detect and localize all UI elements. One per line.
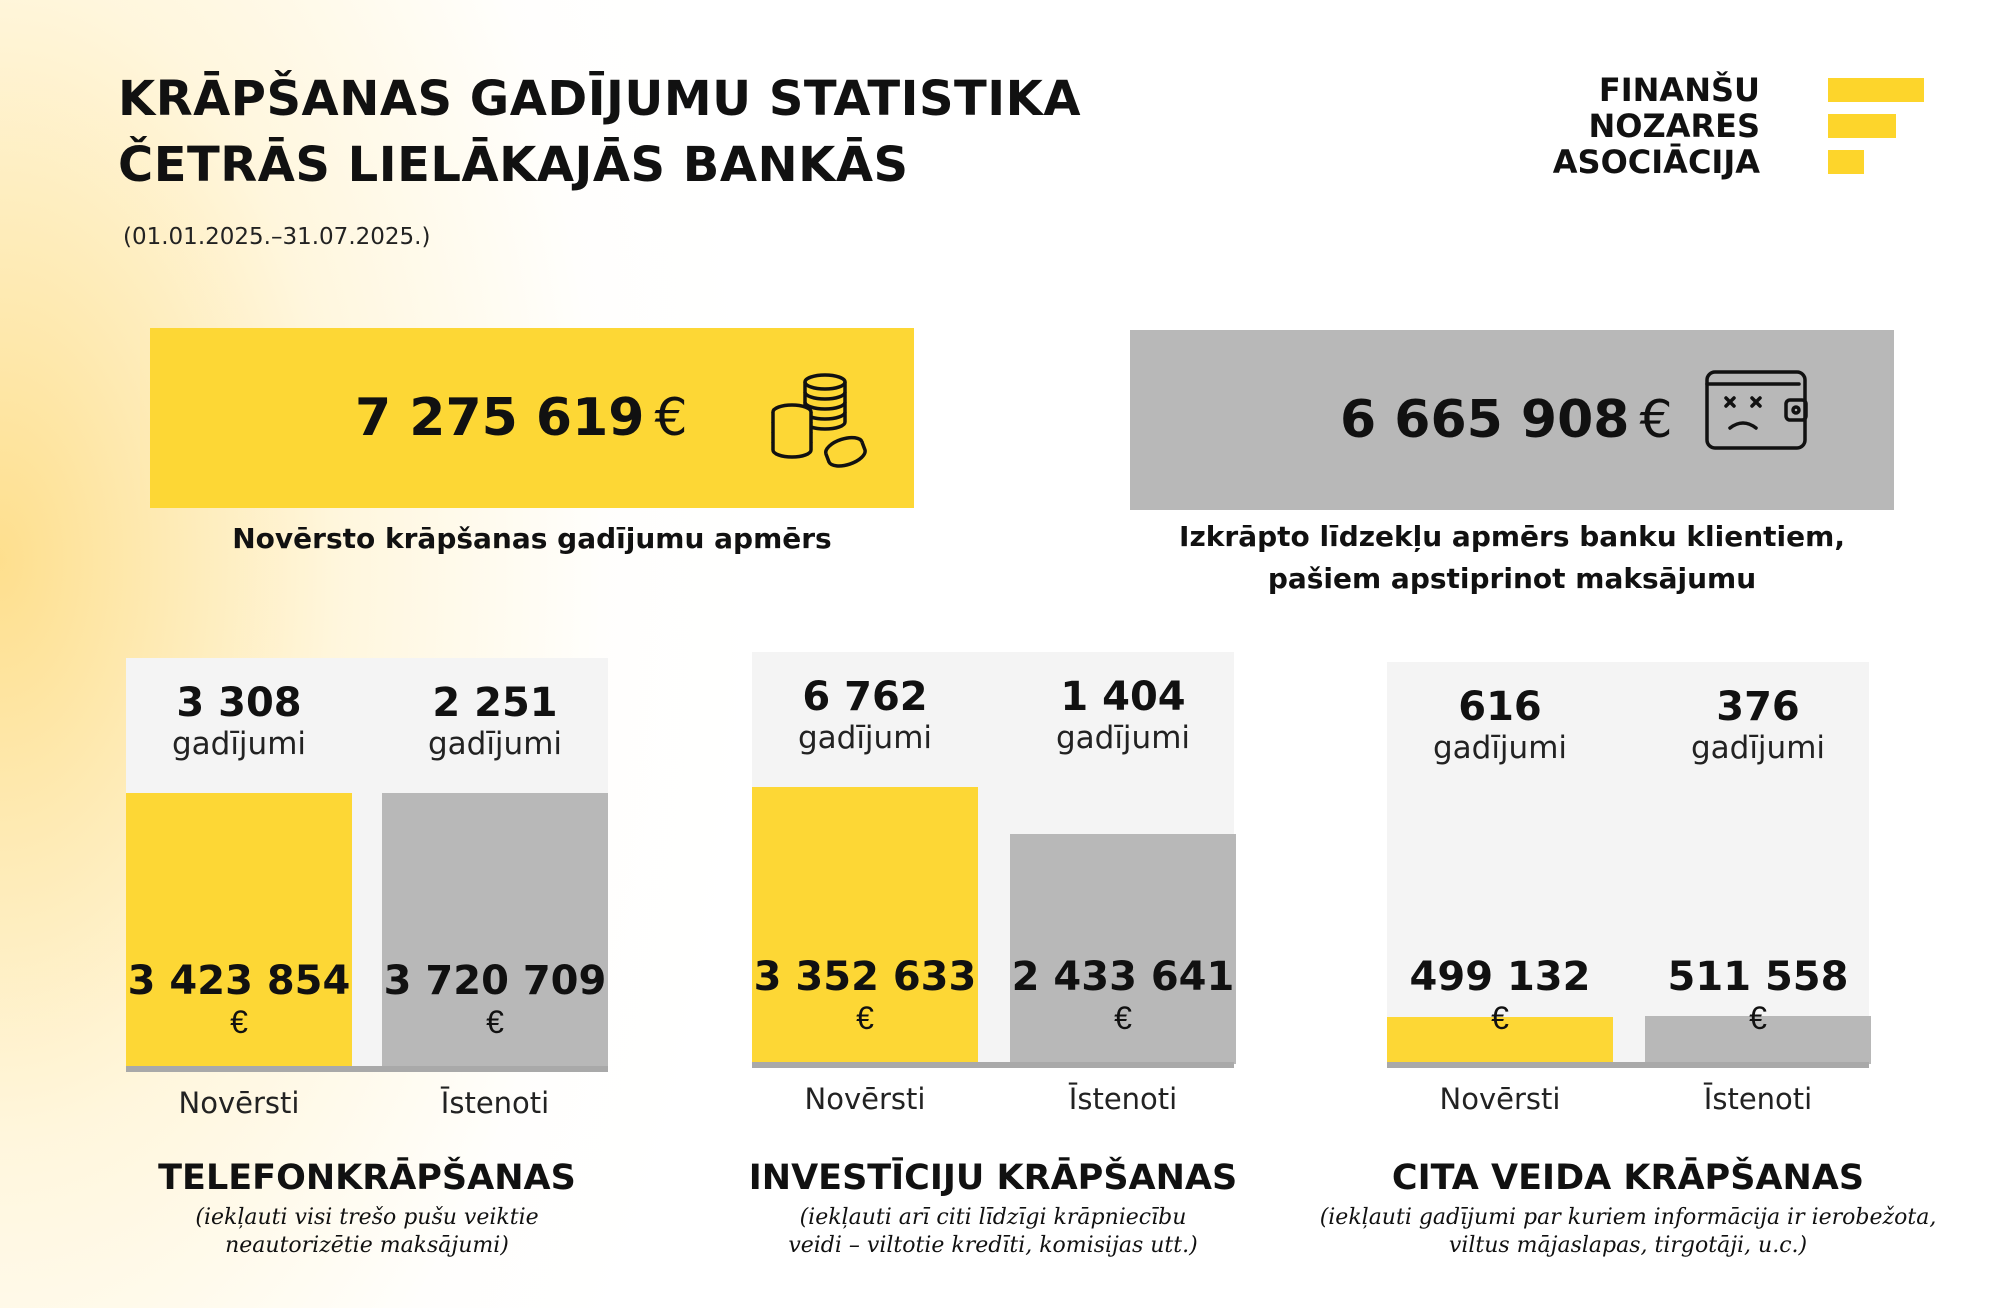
- logo-line-1: FINANŠU: [1598, 71, 1760, 109]
- amount-label-cita-0: 499 132: [1409, 954, 1591, 1000]
- section-note-line-telefon-1: neautorizētie maksājumi): [225, 1233, 509, 1258]
- count-unit-telefon-0: gadījumi: [171, 726, 307, 762]
- count-unit-invest-0: gadījumi: [797, 720, 933, 756]
- logo-line-3: ASOCIĀCIJA: [1552, 143, 1760, 181]
- amount-currency-telefon-1: €: [486, 1004, 504, 1040]
- category-label-cita-0: Novērsti: [1439, 1082, 1561, 1116]
- count-unit-telefon-1: gadījumi: [427, 726, 563, 762]
- baseline-cita: [1387, 1062, 1869, 1068]
- kpi-prevented-amount: 7 275 619: [355, 388, 645, 448]
- kpi-realized-value: 6 665 908 €: [1340, 330, 1673, 510]
- kpi-realized-caption-line-1: Izkrāpto līdzekļu apmērs banku klientiem…: [1179, 520, 1845, 553]
- section-note-telefon: (iekļauti visi trešo pušu veiktie neautor…: [17, 1204, 717, 1260]
- section-note-line-telefon-0: (iekļauti visi trešo pušu veiktie: [195, 1205, 539, 1230]
- amount-label-telefon-1: 3 720 709: [383, 958, 607, 1004]
- kpi-realized-caption-line-2: pašiem apstiprinot maksājumu: [1267, 562, 1757, 595]
- section-title-telefon: TELEFONKRĀPŠANAS: [158, 1158, 576, 1198]
- baseline-telefon: [126, 1066, 608, 1072]
- kpi-realized-box: 6 665 908 €: [1130, 330, 1894, 510]
- count-unit-cita-1: gadījumi: [1690, 730, 1826, 766]
- amount-label-invest-0: 3 352 633: [753, 954, 977, 1000]
- logo-bar-3: [1828, 150, 1864, 174]
- logo-text: FINANŠU NOZARES ASOCIĀCIJA: [1553, 72, 1760, 180]
- bar-cita-noversti: [1387, 1017, 1613, 1064]
- title-line-2: ČETRĀS LIELĀKAJĀS BANKĀS: [118, 137, 909, 193]
- section-note-cita: (iekļauti gadījumi par kuriem informācij…: [1278, 1204, 1978, 1260]
- amount-currency-telefon-0: €: [230, 1004, 248, 1040]
- kpi-prevented-caption-line: Novērsto krāpšanas gadījumu apmērs: [232, 522, 832, 555]
- section-note-line-cita-0: (iekļauti gadījumi par kuriem informācij…: [1319, 1205, 1937, 1230]
- count-unit-cita-0: gadījumi: [1432, 730, 1568, 766]
- bar-cita-istenoti: [1645, 1016, 1871, 1064]
- logo-bar-2: [1828, 114, 1896, 138]
- bar-telefon-istenoti: [382, 793, 608, 1068]
- count-value-telefon-0: 3 308: [176, 680, 302, 726]
- count-value-cita-0: 616: [1458, 684, 1542, 730]
- section-note-invest: (iekļauti arī citi līdzīgi krāpniecību ve…: [643, 1204, 1343, 1260]
- section-note-line-invest-0: (iekļauti arī citi līdzīgi krāpniecību: [799, 1205, 1187, 1230]
- fna-logo: FINANŠU NOZARES ASOCIĀCIJA: [1553, 72, 1928, 184]
- logo-line-2: NOZARES: [1588, 107, 1761, 145]
- coins-icon: [771, 373, 867, 468]
- count-value-invest-1: 1 404: [1060, 674, 1186, 720]
- kpi-prevented-box: 7 275 619 €: [150, 328, 914, 508]
- count-value-cita-1: 376: [1716, 684, 1800, 730]
- period-label: (01.01.2025.–31.07.2025.): [123, 224, 431, 250]
- amount-label-invest-1: 2 433 641: [1011, 954, 1235, 1000]
- kpi-prevented-currency: €: [654, 388, 688, 448]
- amount-label-telefon-0: 3 423 854: [127, 958, 351, 1004]
- amount-currency-cita-1: €: [1749, 1000, 1767, 1036]
- bar-invest-noversti: [752, 787, 978, 1064]
- kpi-realized-amount: 6 665 908: [1340, 390, 1630, 450]
- section-note-line-invest-1: veidi – viltotie kredīti, komisijas utt.…: [788, 1233, 1198, 1258]
- title-line-1: KRĀPŠANAS GADĪJUMU STATISTIKA: [118, 71, 1081, 127]
- bar-invest-istenoti: [1010, 834, 1236, 1064]
- amount-currency-cita-0: €: [1491, 1000, 1509, 1036]
- kpi-prevented-value: 7 275 619 €: [355, 328, 688, 508]
- section-note-line-cita-1: viltus mājaslapas, tirgotāji, u.c.): [1448, 1233, 1808, 1258]
- amount-label-cita-1: 511 558: [1667, 954, 1849, 1000]
- category-label-telefon-0: Novērsti: [178, 1086, 300, 1120]
- baseline-invest: [752, 1062, 1234, 1068]
- bar-telefon-noversti: [126, 793, 352, 1068]
- section-title-cita: CITA VEIDA KRĀPŠANAS: [1391, 1158, 1865, 1198]
- category-label-cita-1: Īstenoti: [1703, 1082, 1813, 1116]
- kpi-realized-caption: Izkrāpto līdzekļu apmērs banku klientiem…: [1130, 516, 1894, 600]
- amount-currency-invest-1: €: [1114, 1000, 1132, 1036]
- category-label-invest-1: Īstenoti: [1068, 1082, 1178, 1116]
- logo-bar-1: [1828, 78, 1924, 102]
- category-label-telefon-1: Īstenoti: [440, 1086, 550, 1120]
- count-value-invest-0: 6 762: [802, 674, 928, 720]
- kpi-prevented-caption: Novērsto krāpšanas gadījumu apmērs: [150, 518, 914, 560]
- kpi-realized-currency: €: [1639, 390, 1673, 450]
- amount-currency-invest-0: €: [856, 1000, 874, 1036]
- count-value-telefon-1: 2 251: [432, 680, 558, 726]
- count-unit-invest-1: gadījumi: [1055, 720, 1191, 756]
- chart-panel-cita: [1387, 662, 1869, 1064]
- page-title: KRĀPŠANAS GADĪJUMU STATISTIKA ČETRĀS LIE…: [118, 66, 1218, 198]
- empty-wallet-icon: [1705, 370, 1808, 450]
- category-label-invest-0: Novērsti: [804, 1082, 926, 1116]
- section-title-invest: INVESTĪCIJU KRĀPŠANAS: [748, 1158, 1238, 1198]
